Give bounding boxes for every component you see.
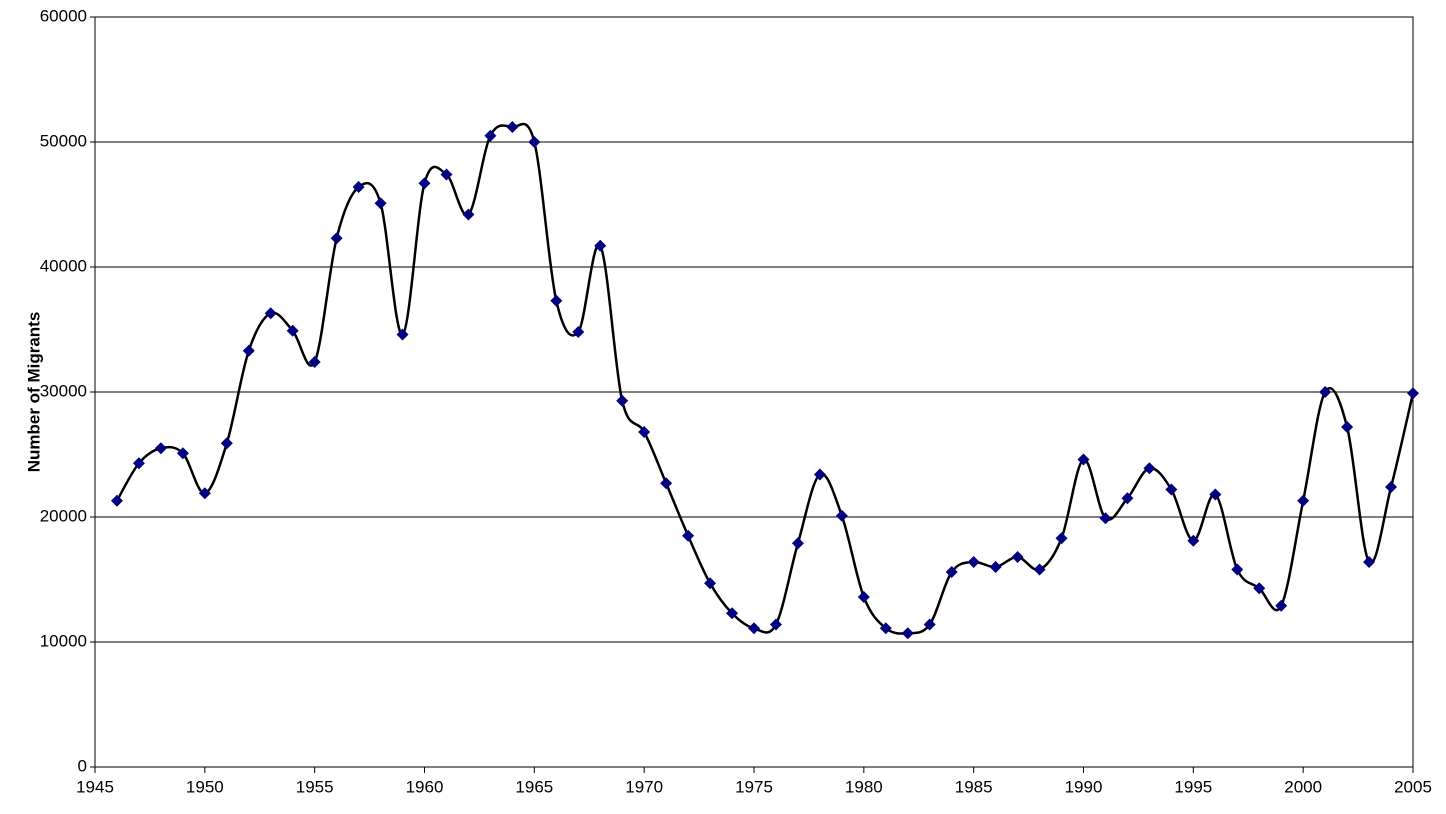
y-tick-label: 0: [78, 756, 87, 775]
data-point: [616, 394, 629, 407]
x-tick-label: 1990: [1065, 777, 1103, 796]
data-point: [1407, 387, 1419, 400]
data-point: [1363, 556, 1376, 568]
y-tick-label: 10000: [40, 631, 87, 650]
data-point: [352, 181, 365, 193]
data-point: [1099, 512, 1112, 525]
data-point: [791, 537, 804, 550]
data-point: [220, 437, 233, 450]
data-point: [1209, 488, 1222, 501]
data-point: [1385, 481, 1398, 493]
data-point: [901, 627, 914, 640]
data-point: [726, 607, 739, 620]
data-point: [132, 457, 145, 470]
data-point: [923, 618, 936, 631]
data-point: [242, 344, 255, 357]
x-tick-label: 2000: [1284, 777, 1322, 796]
data-point: [1033, 563, 1046, 576]
data-point: [638, 426, 651, 438]
data-point: [704, 577, 717, 590]
data-point: [682, 529, 695, 542]
data-point: [462, 208, 475, 221]
series-line: [115, 122, 1415, 635]
data-point: [1143, 462, 1156, 475]
data-point: [374, 197, 387, 210]
data-point: [572, 326, 585, 338]
data-point: [813, 468, 826, 481]
data-point: [528, 136, 541, 148]
data-point: [286, 324, 299, 337]
x-tick-label: 1980: [845, 777, 883, 796]
y-tick-label: 40000: [40, 256, 87, 275]
data-point: [1275, 599, 1288, 612]
data-point: [945, 566, 958, 578]
data-point: [308, 356, 321, 368]
data-point: [748, 622, 760, 635]
data-point: [660, 477, 673, 490]
y-tick-label: 20000: [40, 506, 87, 525]
data-point: [1165, 483, 1178, 496]
data-point: [1121, 492, 1134, 505]
data-point: [1077, 453, 1090, 466]
x-tick-label: 1995: [1174, 777, 1212, 796]
data-point: [769, 618, 782, 631]
x-tick-label: 1950: [186, 777, 224, 796]
data-point: [1187, 534, 1200, 547]
x-tick-label: 1970: [625, 777, 663, 796]
data-point: [396, 328, 409, 341]
data-point: [1319, 386, 1332, 398]
data-point: [1341, 421, 1354, 433]
y-tick-label: 60000: [40, 6, 87, 25]
data-point: [989, 561, 1002, 573]
x-tick-label: 2005: [1394, 777, 1432, 796]
data-point: [110, 494, 123, 507]
x-tick-label: 1960: [406, 777, 444, 796]
y-tick-label: 50000: [40, 131, 87, 150]
data-point: [879, 622, 892, 635]
data-point: [1055, 532, 1068, 545]
x-tick-label: 1985: [955, 777, 993, 796]
data-point: [198, 487, 211, 500]
data-point: [1253, 582, 1266, 595]
x-tick-label: 1945: [76, 777, 114, 796]
data-point: [857, 591, 870, 603]
data-point: [1297, 494, 1310, 507]
data-point: [418, 177, 431, 190]
x-tick-label: 1965: [515, 777, 553, 796]
data-point: [264, 307, 277, 320]
x-tick-label: 1975: [735, 777, 773, 796]
y-axis-label: Number of Migrants: [24, 312, 43, 473]
data-point: [1011, 551, 1024, 563]
data-point: [484, 129, 497, 142]
x-tick-label: 1955: [296, 777, 334, 796]
data-point: [506, 121, 519, 133]
data-point: [967, 556, 980, 568]
data-point: [330, 232, 343, 245]
data-point: [835, 509, 848, 522]
data-point: [154, 442, 167, 455]
y-tick-label: 30000: [40, 381, 87, 400]
data-point: [440, 168, 453, 181]
data-point: [550, 294, 563, 307]
data-point: [1231, 563, 1244, 576]
data-point: [594, 239, 607, 252]
data-point: [176, 447, 189, 460]
